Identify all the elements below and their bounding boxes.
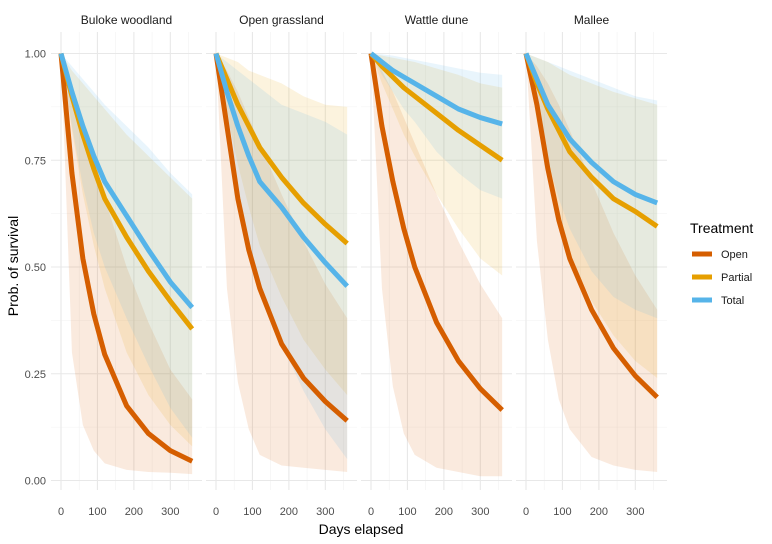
panel: Mallee 0 100 200 300 (516, 13, 667, 518)
series-line-partial (213, 52, 349, 246)
x-tick-label: 200 (280, 506, 298, 518)
x-tick-label: 100 (553, 506, 571, 518)
panel-title: Wattle dune (405, 13, 469, 27)
confidence-ribbon-partial (371, 53, 503, 276)
series-line-total (213, 52, 350, 288)
grid (51, 32, 202, 490)
x-tick-label: 0 (213, 506, 219, 518)
x-tick-label: 0 (523, 506, 529, 518)
x-tick-label: 300 (161, 506, 179, 518)
x-tick-label: 100 (88, 506, 106, 518)
panel-title: Open grassland (239, 13, 324, 27)
x-tick-label: 200 (435, 506, 453, 518)
x-tick-label: 0 (368, 506, 374, 518)
y-axis: 0.00 0.25 0.50 0.75 1.00 (25, 49, 46, 488)
x-tick-label: 0 (58, 506, 64, 518)
legend-label: Open (721, 249, 748, 261)
series-line-open (58, 53, 194, 464)
x-tick-label: 300 (471, 506, 489, 518)
legend-label: Partial (721, 272, 752, 284)
panel: Wattle dune 0 100 200 300 (361, 13, 512, 518)
series-line-open (368, 53, 504, 412)
series-line-total (58, 52, 195, 310)
confidence-ribbon-open (526, 53, 658, 472)
panel-title: Mallee (574, 13, 610, 27)
y-tick-label: 0.25 (25, 369, 46, 381)
panel: Buloke woodland 0 100 200 300 (51, 13, 202, 518)
legend: Treatment Open Partial Total (690, 220, 753, 307)
confidence-ribbon-open (61, 53, 193, 475)
confidence-ribbon-open (371, 53, 503, 477)
y-tick-label: 0.75 (25, 155, 46, 167)
series-line-open (523, 52, 659, 400)
y-axis-title: Prob. of survival (5, 216, 21, 316)
series-line-open (213, 53, 349, 423)
x-tick-label: 100 (398, 506, 416, 518)
y-tick-label: 0.50 (25, 262, 46, 274)
legend-title: Treatment (690, 220, 753, 236)
y-tick-label: 1.00 (25, 49, 46, 61)
panel-title: Buloke woodland (81, 13, 172, 27)
y-tick-label: 0.00 (25, 476, 46, 488)
panel: Open grassland 0 100 200 300 (206, 13, 357, 518)
grid (361, 32, 512, 490)
panels: Buloke woodland 0 100 200 300 Open grassland 0… (25, 13, 667, 518)
series-line-partial (369, 51, 504, 163)
x-tick-label: 200 (590, 506, 608, 518)
confidence-ribbon-partial (216, 53, 348, 396)
x-tick-label: 200 (125, 506, 143, 518)
grid (516, 32, 667, 490)
x-axis-title: Days elapsed (319, 521, 404, 537)
legend-label: Total (721, 295, 744, 307)
series-line-total (369, 51, 503, 127)
x-tick-label: 100 (243, 506, 261, 518)
x-tick-label: 300 (626, 506, 644, 518)
series-line-total (523, 52, 659, 206)
x-tick-label: 300 (316, 506, 334, 518)
